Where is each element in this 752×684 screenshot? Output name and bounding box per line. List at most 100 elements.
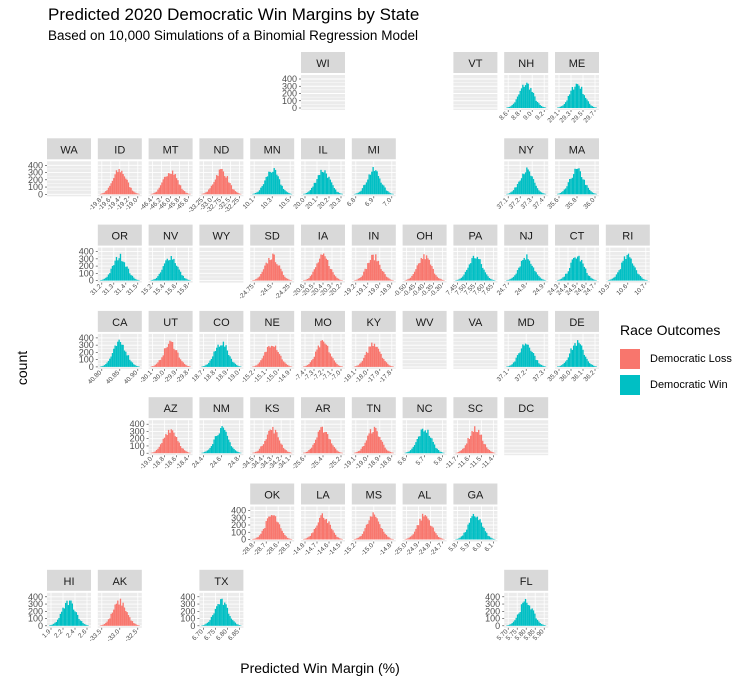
histogram-bar — [627, 253, 630, 281]
x-tick-label: -11.7 — [444, 455, 459, 470]
histogram-bar — [213, 351, 215, 367]
x-tick-label: 37.2 — [508, 196, 522, 210]
histogram-bar — [328, 352, 330, 367]
x-tick-label: 24.6 — [209, 455, 223, 469]
histogram-bar — [375, 516, 377, 540]
histogram-bar — [83, 624, 85, 626]
histogram-bar — [417, 436, 420, 454]
histogram-bar — [613, 277, 615, 281]
histogram-bar — [111, 612, 114, 626]
histogram-bar — [202, 193, 205, 195]
histogram-bar — [253, 452, 255, 454]
histogram-bar — [369, 174, 372, 195]
x-tick-label: -18.9 — [378, 283, 394, 299]
histogram-bar — [510, 278, 512, 281]
histogram-bar — [528, 171, 531, 195]
histogram-bar — [458, 279, 460, 281]
histogram-bar — [384, 187, 386, 195]
histogram-bar — [273, 254, 275, 281]
strip-wv — [402, 310, 447, 332]
histogram-bar — [225, 431, 227, 454]
histogram-bar — [309, 190, 311, 195]
histogram-bar — [514, 102, 516, 108]
histogram-bar — [218, 169, 221, 195]
histogram-bar — [470, 263, 472, 281]
histogram-bar — [571, 259, 573, 281]
histogram-bar — [175, 178, 178, 195]
strip-sd — [250, 224, 295, 246]
histogram-bar — [204, 365, 206, 367]
histogram-bar — [593, 193, 595, 195]
histogram-bar — [181, 275, 183, 281]
histogram-bar — [276, 350, 278, 367]
histogram-bar — [163, 437, 166, 454]
strip-label: TX — [214, 576, 229, 588]
histogram-bar — [281, 444, 283, 454]
histogram-bar — [289, 538, 291, 540]
histogram-bar — [380, 440, 382, 454]
histogram-bar — [213, 182, 215, 195]
histogram-bar — [466, 529, 468, 540]
histogram-bar — [309, 448, 311, 454]
panel-ar: AR-25.6 -25.4 -25.2 — [291, 397, 345, 471]
histogram-bar — [441, 279, 444, 281]
histogram-bar — [459, 278, 461, 281]
histogram-bar — [258, 535, 261, 540]
histogram-bar — [582, 93, 584, 108]
strip-or — [97, 224, 142, 246]
histogram-bar — [270, 172, 273, 195]
histogram-bar — [273, 347, 275, 367]
strip-al — [402, 483, 447, 505]
strip-label: WY — [213, 231, 231, 243]
histogram-bar — [268, 516, 270, 540]
x-tick-label: 37.2 — [514, 369, 528, 383]
histogram-bar — [388, 537, 390, 540]
histogram-bar — [153, 279, 155, 281]
histogram-bar — [482, 267, 484, 281]
histogram-bar — [331, 269, 333, 281]
histogram-bar — [111, 353, 114, 367]
histogram-bar — [257, 191, 259, 195]
histogram-bar — [526, 82, 528, 108]
histogram-bar — [389, 365, 392, 367]
strip-label: SC — [468, 403, 483, 415]
histogram-bar — [435, 275, 437, 281]
x-tick-label: -25.4 — [309, 455, 325, 471]
histogram-bar — [478, 429, 480, 454]
histogram-bar — [413, 271, 416, 281]
histogram-bar — [582, 349, 584, 367]
y-tick-label: 100 — [485, 614, 500, 624]
histogram-bar — [277, 265, 279, 281]
histogram-bar — [226, 607, 229, 626]
y-tick-label: 0 — [190, 621, 195, 631]
histogram-bar — [236, 365, 238, 367]
histogram-bar — [637, 273, 639, 281]
histogram-bar — [103, 278, 106, 281]
histogram-bar — [212, 615, 214, 626]
histogram-bar — [488, 449, 491, 454]
histogram-bar — [379, 264, 381, 281]
histogram-bar — [308, 449, 310, 454]
histogram-bar — [107, 274, 110, 281]
histogram-bar — [508, 106, 511, 108]
histogram-bar — [575, 258, 577, 281]
histogram-bar — [329, 524, 331, 540]
legend-swatch-loss — [620, 349, 640, 369]
histogram-bar — [456, 279, 459, 281]
histogram-bar — [225, 604, 227, 626]
x-tick-label: 31.4 — [113, 283, 127, 297]
histogram-bar — [57, 619, 59, 626]
histogram-bar — [471, 516, 473, 540]
histogram-bar — [212, 184, 214, 195]
histogram-bar — [171, 259, 174, 281]
histogram-bar — [586, 272, 588, 281]
histogram-bar — [570, 262, 572, 281]
histogram-bar — [360, 535, 362, 540]
histogram-bar — [532, 610, 535, 626]
x-tick-label: -33.5 — [88, 628, 104, 644]
histogram-bar — [540, 624, 543, 626]
